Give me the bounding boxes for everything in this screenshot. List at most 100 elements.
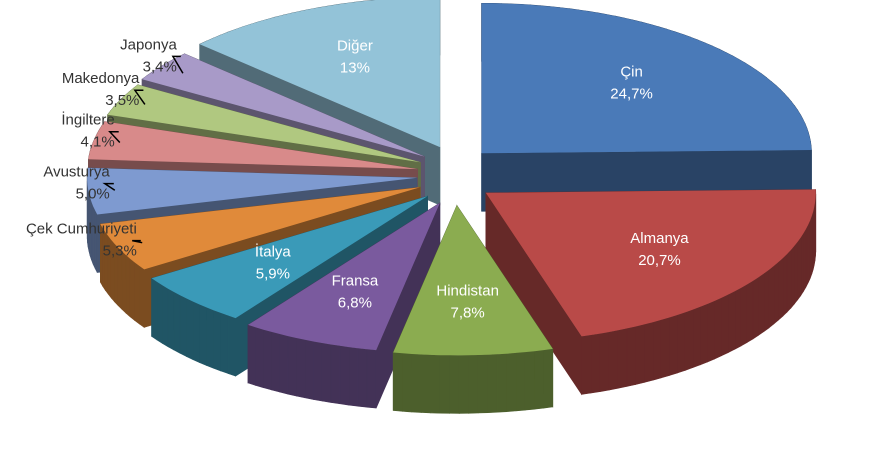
slice-side [349, 347, 358, 406]
slice [482, 3, 812, 153]
slice-side [431, 355, 440, 413]
slice-side [122, 251, 126, 313]
slice-side [228, 316, 236, 377]
slice-side [669, 315, 677, 376]
slice-side [544, 349, 553, 408]
slice-side [280, 334, 288, 394]
slice-side [804, 229, 807, 291]
slice-side [582, 335, 591, 394]
slice-side [661, 318, 669, 378]
slice-side [340, 346, 349, 405]
slice-side [644, 322, 653, 382]
slice-value-label: 13% [340, 60, 370, 77]
slice-side [206, 307, 213, 368]
slice-side [507, 353, 516, 412]
slice-side [130, 259, 135, 321]
slice-side [764, 270, 769, 332]
slice-value-label: 6,8% [338, 294, 372, 311]
slice-side [488, 354, 497, 413]
slice-value-label: 5,3% [103, 243, 137, 260]
slice-side [288, 336, 296, 396]
slice-side [174, 292, 180, 353]
slice-side [728, 291, 735, 352]
slice-side [105, 232, 108, 294]
slice-value-label: 5,0% [76, 186, 110, 203]
slice-side [248, 325, 256, 386]
slice-side [715, 298, 722, 359]
slice-side [135, 262, 140, 324]
slice-label: Almanya [630, 230, 689, 247]
slice-side [693, 307, 701, 368]
slice-side [272, 332, 280, 392]
slice-side [700, 304, 707, 365]
slice-side [759, 274, 764, 336]
slice-side [806, 225, 808, 287]
slice-side [591, 334, 600, 393]
slice-side [469, 355, 479, 413]
slice-side [653, 320, 661, 380]
slice-side [741, 284, 747, 346]
slice-side [708, 301, 715, 362]
slice-side [367, 349, 376, 408]
slice-side [534, 350, 543, 409]
slice-side [186, 298, 193, 359]
slice-side [139, 266, 144, 328]
slice-value-label: 7,8% [451, 305, 485, 322]
slice-side [162, 285, 168, 346]
slice-label: Makedonya [62, 70, 140, 87]
slice-side [798, 238, 801, 300]
slice-side [450, 355, 460, 413]
slice-side [497, 354, 506, 413]
slice-side [157, 282, 163, 344]
slice-side [180, 295, 186, 356]
slice-side [152, 278, 157, 340]
slice-side [794, 242, 797, 304]
slice-side [459, 355, 469, 413]
slice-side [747, 281, 753, 343]
slice-side [783, 254, 787, 316]
slice-label: Çin [620, 64, 643, 81]
slice-side [609, 330, 618, 390]
slice-side [516, 352, 525, 411]
slice-side [769, 266, 774, 328]
slice-value-label: 4,1% [81, 134, 115, 151]
slice-side [322, 343, 331, 403]
slice-side [264, 330, 272, 390]
slice-side [358, 348, 367, 407]
slice-label: Çek Cumhuriyeti [26, 221, 137, 238]
slice-side [478, 355, 488, 413]
slice-side [791, 246, 795, 308]
slice-label: Fransa [332, 272, 379, 289]
slice-side [774, 262, 779, 324]
slice-side [677, 312, 685, 373]
slice-side [753, 277, 759, 339]
slice-label: İtalya [255, 243, 292, 261]
slice-side [779, 258, 783, 320]
slice-side [636, 324, 645, 384]
slice-side [403, 353, 412, 412]
slice-side [801, 233, 804, 295]
slice-side [168, 289, 174, 350]
slice-label: Avusturya [43, 164, 110, 181]
slice-side [393, 353, 402, 412]
slice-value-label: 24,7% [610, 86, 653, 103]
slice-side [600, 332, 609, 392]
slice-label: İngiltere [61, 111, 114, 129]
slice-side [256, 327, 264, 387]
slice-side [735, 288, 741, 349]
slice-side [440, 355, 450, 413]
slice-side [193, 302, 200, 363]
slice-side [412, 354, 421, 413]
slice-side [313, 342, 322, 402]
slice-side [331, 345, 340, 404]
slice-side [627, 327, 636, 387]
slice-side [126, 255, 130, 317]
slice-value-label: 3,5% [105, 92, 139, 109]
slice-side [213, 310, 220, 371]
slice-value-label: 3,4% [143, 58, 177, 75]
slice-side [421, 355, 431, 413]
slice-side [685, 310, 693, 371]
slice-side [525, 351, 534, 410]
